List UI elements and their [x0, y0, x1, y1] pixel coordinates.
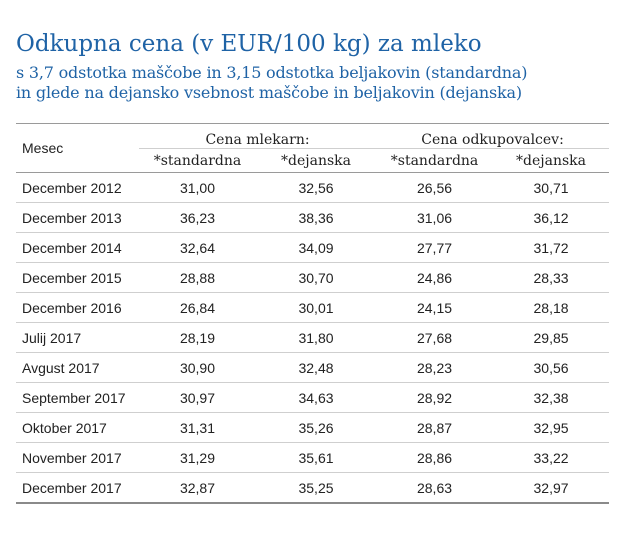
month-cell: December 2016	[16, 292, 139, 323]
table-row: September 2017 30,97 34,63 28,92 32,38	[16, 382, 610, 413]
subtitle-line-2: in glede na dejansko vsebnost maščobe in…	[16, 83, 522, 102]
month-cell: December 2014	[16, 232, 139, 263]
dairy-actual-cell: 34,63	[256, 382, 377, 413]
buyer-actual-cell: 28,18	[493, 292, 610, 323]
month-cell: September 2017	[16, 382, 139, 413]
dairy-standard-cell: 31,31	[139, 412, 256, 443]
dairy-standard-cell: 31,00	[139, 172, 256, 203]
buyer-standard-cell: 27,77	[376, 232, 494, 263]
page-title: Odkupna cena (v EUR/100 kg) za mleko	[16, 31, 482, 57]
buyer-actual-cell: 36,12	[493, 202, 610, 233]
month-cell: December 2013	[16, 202, 139, 233]
dairy-standard-cell: 28,19	[139, 322, 256, 353]
month-cell: Avgust 2017	[16, 352, 139, 383]
table-row: December 2013 36,23 38,36 31,06 36,12	[16, 202, 610, 233]
dairy-actual-cell: 32,48	[256, 352, 377, 383]
dairy-standard-cell: 36,23	[139, 202, 256, 233]
buyer-standard-cell: 28,86	[376, 442, 494, 473]
buyer-price-group-header: Cena odkupovalcev:	[376, 123, 610, 149]
month-cell: December 2012	[16, 172, 139, 203]
buyer-actual-cell: 30,56	[493, 352, 610, 383]
dairy-actual-cell: 31,80	[256, 322, 377, 353]
buyer-actual-cell: 31,72	[493, 232, 610, 263]
dairy-standard-cell: 31,29	[139, 442, 256, 473]
buyer-standard-cell: 27,68	[376, 322, 494, 353]
table-body: December 2012 31,00 32,56 26,56 30,71 Decembe…	[16, 172, 610, 504]
buyer-standard-cell: 24,15	[376, 292, 494, 323]
buyer-actual-header: *dejanska	[493, 148, 610, 173]
month-cell: Oktober 2017	[16, 412, 139, 443]
table-subheader-row: *standardna *dejanska *standardna *dejan…	[16, 148, 610, 173]
dairy-actual-cell: 35,61	[256, 442, 377, 473]
buyer-actual-cell: 29,85	[493, 322, 610, 353]
dairy-actual-cell: 30,01	[256, 292, 377, 323]
buyer-standard-cell: 26,56	[376, 172, 494, 203]
month-cell: December 2015	[16, 262, 139, 293]
dairy-actual-cell: 32,56	[256, 172, 377, 203]
price-table: Mesec Cena mlekarn: Cena odkupovalcev: *…	[16, 123, 610, 504]
buyer-standard-cell: 28,23	[376, 352, 494, 383]
table-row: Avgust 2017 30,90 32,48 28,23 30,56	[16, 352, 610, 383]
buyer-actual-cell: 32,95	[493, 412, 610, 443]
table-row: December 2017 32,87 35,25 28,63 32,97	[16, 472, 610, 504]
buyer-standard-cell: 31,06	[376, 202, 494, 233]
month-cell: Julij 2017	[16, 322, 139, 353]
dairy-standard-cell: 30,90	[139, 352, 256, 383]
dairy-standard-cell: 32,64	[139, 232, 256, 263]
table-row: December 2015 28,88 30,70 24,86 28,33	[16, 262, 610, 293]
table-row: Oktober 2017 31,31 35,26 28,87 32,95	[16, 412, 610, 443]
table-header-row: Mesec Cena mlekarn: Cena odkupovalcev:	[16, 123, 610, 173]
dairy-actual-cell: 30,70	[256, 262, 377, 293]
buyer-actual-cell: 32,97	[493, 472, 610, 504]
dairy-price-group-header: Cena mlekarn:	[139, 123, 377, 149]
dairy-actual-cell: 35,26	[256, 412, 377, 443]
dairy-standard-cell: 32,87	[139, 472, 256, 504]
table-row: December 2016 26,84 30,01 24,15 28,18	[16, 292, 610, 323]
dairy-actual-cell: 34,09	[256, 232, 377, 263]
dairy-standard-cell: 28,88	[139, 262, 256, 293]
buyer-actual-cell: 30,71	[493, 172, 610, 203]
buyer-standard-cell: 28,87	[376, 412, 494, 443]
buyer-standard-cell: 28,92	[376, 382, 494, 413]
buyer-actual-cell: 33,22	[493, 442, 610, 473]
dairy-standard-cell: 30,97	[139, 382, 256, 413]
table-row: December 2012 31,00 32,56 26,56 30,71	[16, 172, 610, 203]
dairy-standard-header: *standardna	[139, 148, 256, 173]
dairy-actual-cell: 38,36	[256, 202, 377, 233]
buyer-actual-cell: 28,33	[493, 262, 610, 293]
month-column-header: Mesec	[16, 123, 139, 173]
buyer-standard-cell: 24,86	[376, 262, 494, 293]
buyer-standard-header: *standardna	[376, 148, 494, 173]
table-row: November 2017 31,29 35,61 28,86 33,22	[16, 442, 610, 473]
buyer-standard-cell: 28,63	[376, 472, 494, 504]
table-row: Julij 2017 28,19 31,80 27,68 29,85	[16, 322, 610, 353]
table-row: December 2014 32,64 34,09 27,77 31,72	[16, 232, 610, 263]
month-cell: December 2017	[16, 472, 139, 504]
subtitle-line-1: s 3,7 odstotka maščobe in 3,15 odstotka …	[16, 63, 528, 82]
dairy-actual-header: *dejanska	[256, 148, 377, 173]
dairy-actual-cell: 35,25	[256, 472, 377, 504]
dairy-standard-cell: 26,84	[139, 292, 256, 323]
month-cell: November 2017	[16, 442, 139, 473]
buyer-actual-cell: 32,38	[493, 382, 610, 413]
